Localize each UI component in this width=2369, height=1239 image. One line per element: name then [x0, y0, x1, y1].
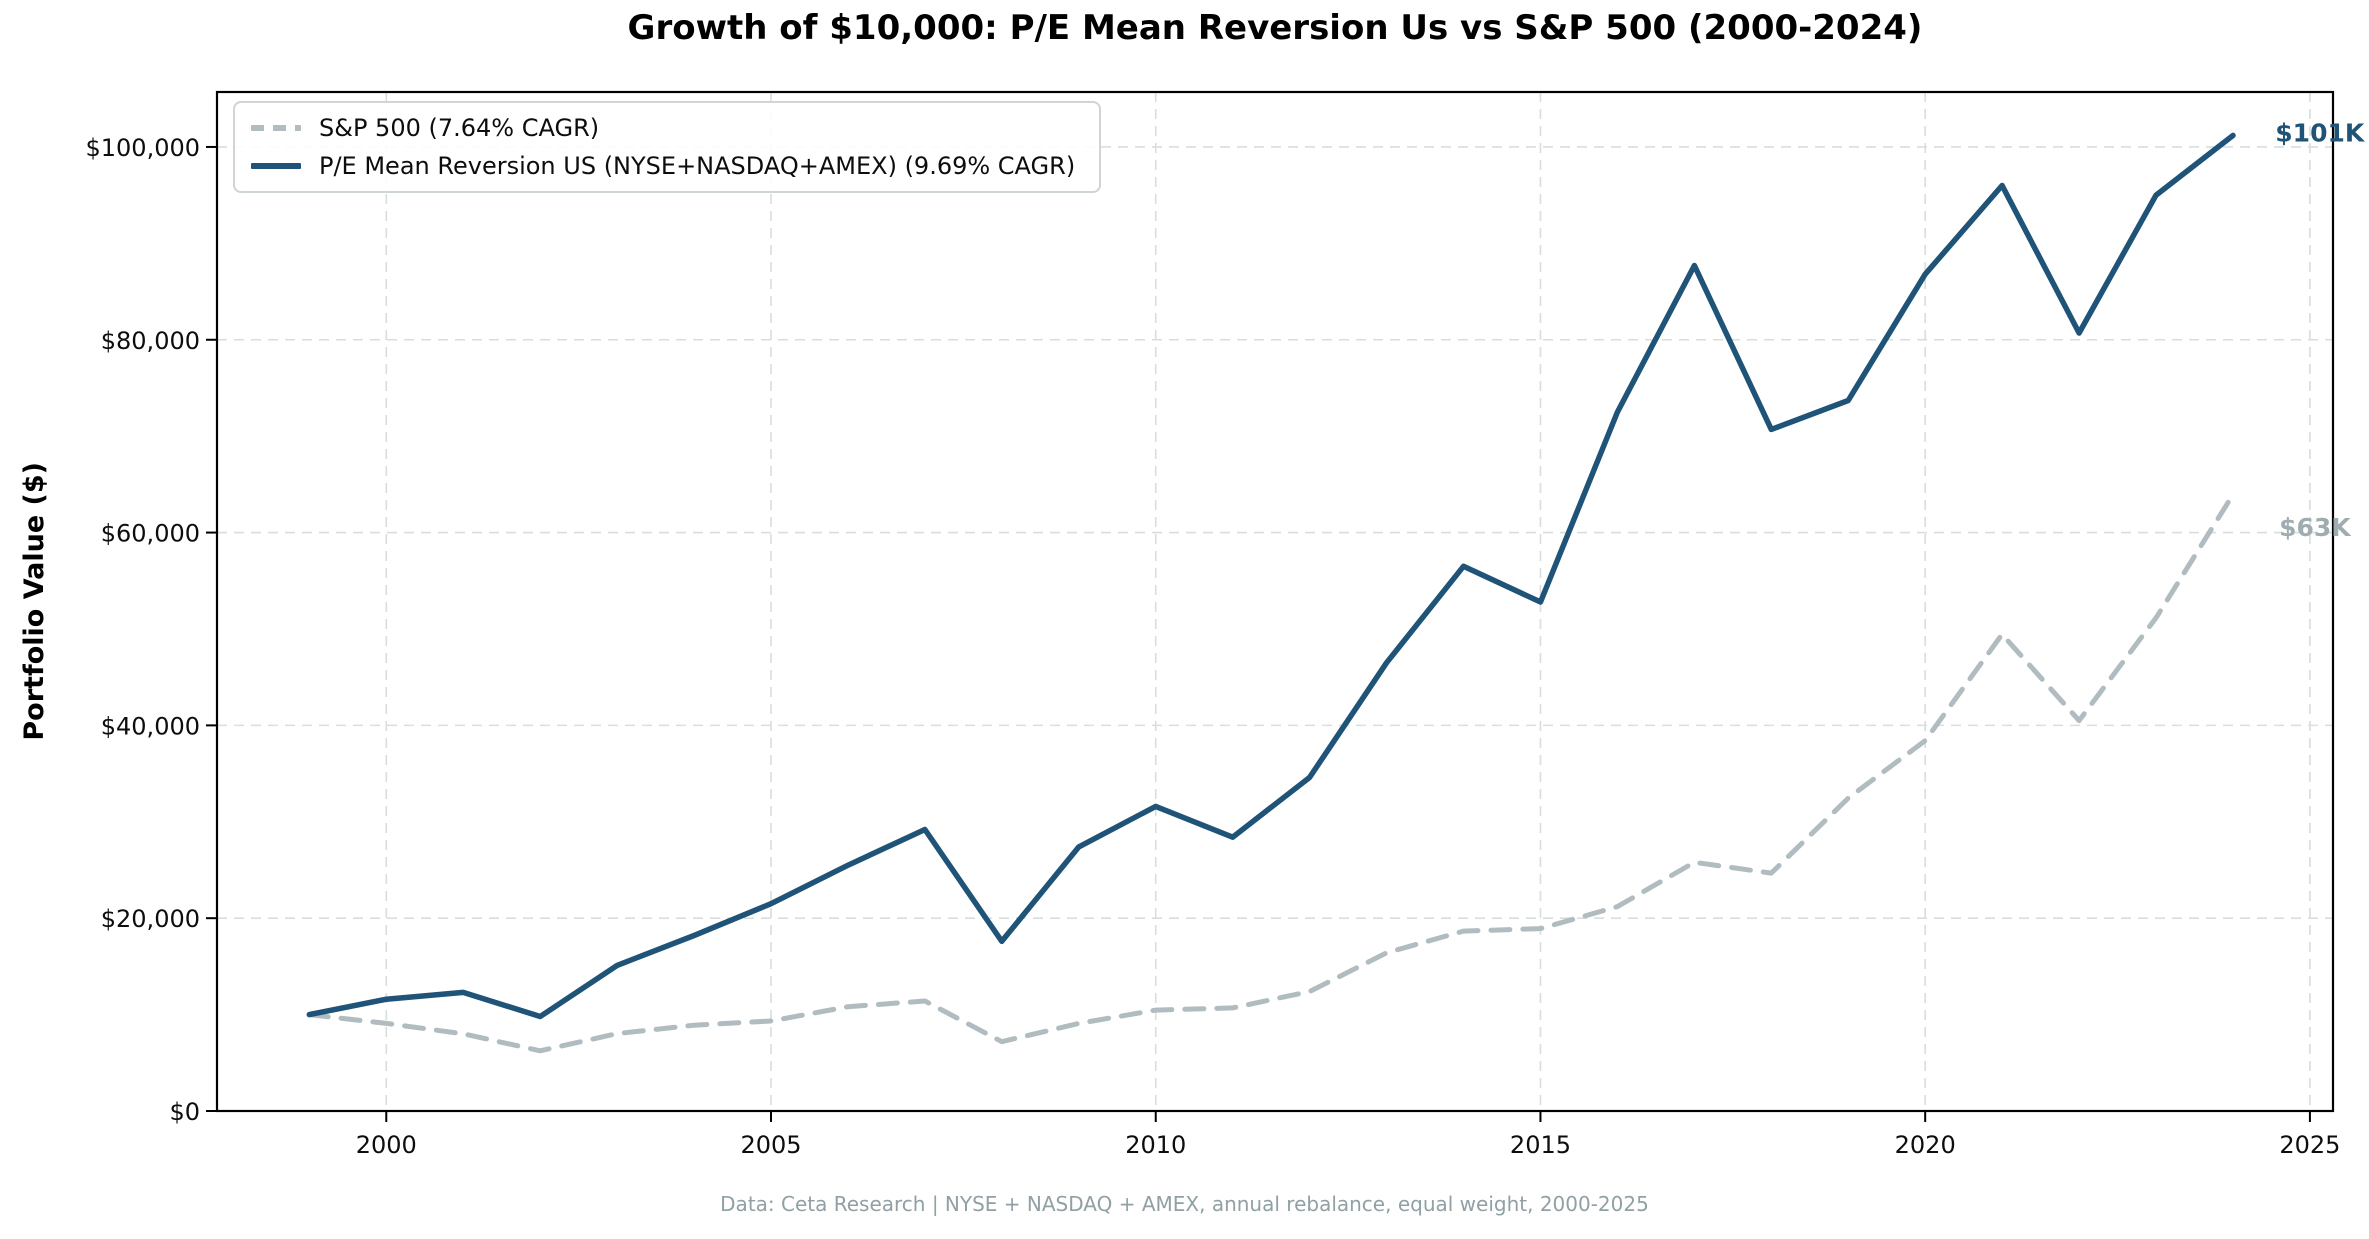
data-source-caption: Data: Ceta Research | NYSE + NASDAQ + AM…	[720, 1192, 1649, 1216]
legend-label-sp500: S&P 500 (7.64% CAGR)	[319, 114, 600, 142]
y-tick-label: $0	[169, 1098, 200, 1126]
x-tick-label: 2010	[1125, 1131, 1186, 1159]
series-end-value-label: $63K	[2279, 513, 2352, 542]
strategy-solid-line-swatch	[251, 163, 301, 169]
legend-item-sp500: S&P 500 (7.64% CAGR)	[251, 114, 1075, 142]
x-tick-label: 2015	[1510, 1131, 1571, 1159]
chart-title: Growth of $10,000: P/E Mean Reversion Us…	[627, 8, 1923, 48]
legend-label-strategy: P/E Mean Reversion US (NYSE+NASDAQ+AMEX)…	[319, 152, 1076, 180]
series-end-value-label: $101K	[2275, 118, 2366, 147]
y-tick-label: $80,000	[101, 327, 200, 355]
legend-box: S&P 500 (7.64% CAGR) P/E Mean Reversion …	[233, 101, 1102, 193]
y-axis-title-container: Portfolio Value ($)	[12, 92, 56, 1111]
sp500-line	[306, 492, 2236, 1054]
y-tick-label: $60,000	[101, 520, 200, 548]
legend-item-strategy: P/E Mean Reversion US (NYSE+NASDAQ+AMEX)…	[251, 152, 1075, 180]
y-tick-label: $100,000	[85, 134, 200, 162]
y-axis-title: Portfolio Value ($)	[18, 462, 50, 741]
plot-border	[215, 90, 2335, 1113]
sp500-dashed-line-swatch	[251, 125, 301, 131]
strategy-line	[306, 132, 2236, 1020]
x-tick-label: 2000	[356, 1131, 417, 1159]
y-tick-label: $40,000	[101, 712, 200, 740]
x-tick-label: 2005	[740, 1131, 801, 1159]
x-tick-label: 2025	[2279, 1131, 2340, 1159]
x-tick-label: 2020	[1895, 1131, 1956, 1159]
y-tick-label: $20,000	[101, 905, 200, 933]
